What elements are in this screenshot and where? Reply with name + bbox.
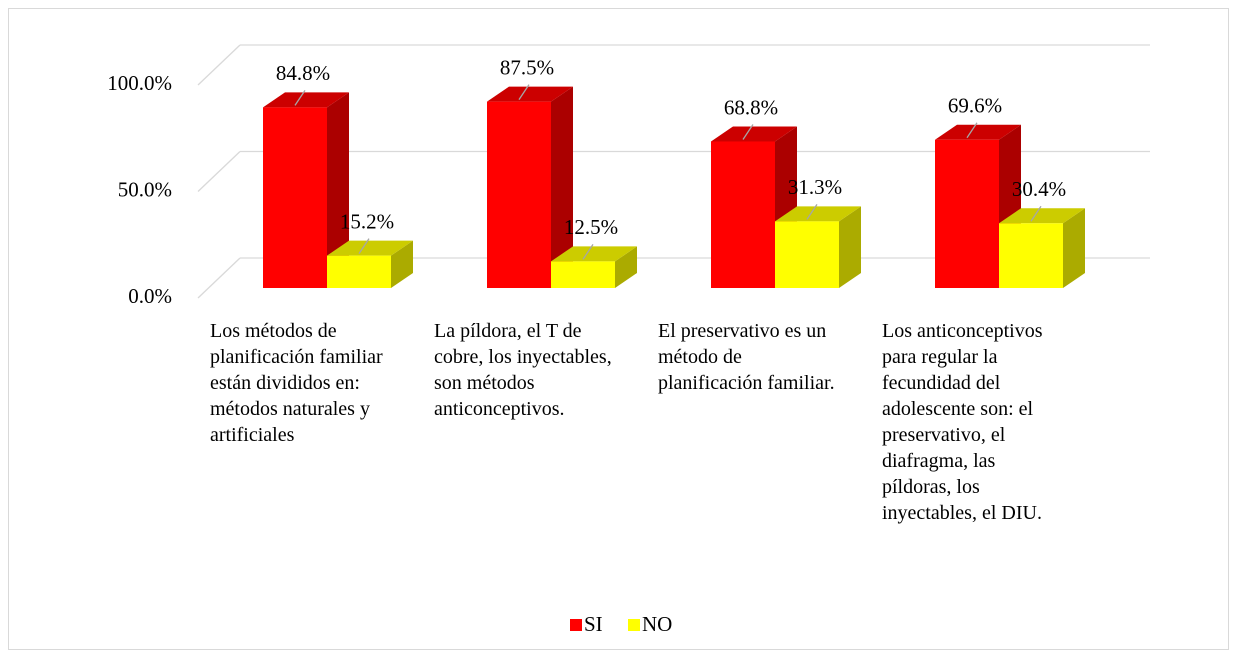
bar-front xyxy=(999,223,1063,288)
x-tick-label: Los métodos de planificación familiar es… xyxy=(210,320,383,446)
grid-line xyxy=(197,151,241,192)
bar-front xyxy=(263,107,327,288)
grid-line xyxy=(197,257,241,299)
bar-side xyxy=(615,246,637,288)
leader-line xyxy=(966,122,978,139)
legend-swatch xyxy=(570,619,582,631)
bar xyxy=(263,92,349,288)
legend-label: NO xyxy=(642,612,672,636)
bar xyxy=(551,246,637,288)
chart-frame xyxy=(8,8,1229,650)
leader-line xyxy=(806,203,818,220)
bar-top xyxy=(775,206,861,222)
x-tick-label: Los anticonceptivos para regular la fecu… xyxy=(882,320,1043,524)
x-tick-label: La píldora, el T de cobre, los inyectabl… xyxy=(434,320,612,420)
bar-side xyxy=(391,240,413,288)
value-label: 68.8% xyxy=(724,95,778,119)
leader-line xyxy=(518,84,530,100)
leader-line xyxy=(358,238,370,254)
legend-label: SI xyxy=(584,612,603,636)
bar xyxy=(487,86,573,288)
y-tick-label: 50.0% xyxy=(118,177,172,201)
bar-front xyxy=(487,101,551,288)
leader-line xyxy=(582,244,594,260)
x-tick-label: El preservativo es un método de planific… xyxy=(658,320,835,394)
leader-line xyxy=(1030,205,1042,222)
bar-side xyxy=(839,206,861,288)
bar-top xyxy=(999,208,1085,224)
bar-top xyxy=(487,86,573,102)
value-label: 12.5% xyxy=(564,215,618,239)
bar-side xyxy=(1063,208,1085,288)
y-tick-label: 100.0% xyxy=(107,71,172,95)
value-label: 69.6% xyxy=(948,94,1002,118)
leader-line xyxy=(742,124,754,140)
value-label: 31.3% xyxy=(788,175,842,199)
grid-line xyxy=(197,44,241,86)
value-label: 30.4% xyxy=(1012,177,1066,201)
bar-front xyxy=(775,221,839,288)
bar-top xyxy=(263,92,349,108)
leader-line xyxy=(294,90,306,106)
bar-front xyxy=(711,141,775,288)
bar-top xyxy=(327,240,413,256)
bar-top xyxy=(711,126,797,142)
value-label: 84.8% xyxy=(276,61,330,85)
bar xyxy=(999,208,1085,288)
bar xyxy=(327,240,413,288)
bar xyxy=(775,206,861,288)
bar-front xyxy=(327,255,391,288)
bar-top xyxy=(551,246,637,262)
value-label: 15.2% xyxy=(340,209,394,233)
bar-side xyxy=(551,86,573,288)
bar-front xyxy=(935,139,999,288)
y-tick-label: 0.0% xyxy=(128,284,172,308)
value-label: 87.5% xyxy=(500,55,554,79)
legend-swatch xyxy=(628,619,640,631)
bar-top xyxy=(935,124,1021,140)
bar-side xyxy=(327,92,349,288)
bar-front xyxy=(551,261,615,288)
